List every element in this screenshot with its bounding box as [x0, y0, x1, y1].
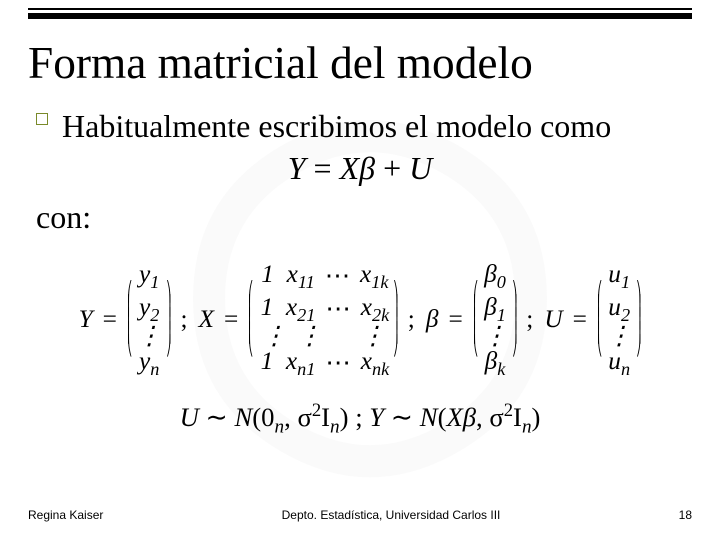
- bullet-square-icon: [36, 113, 48, 125]
- semicolon: ;: [407, 305, 418, 334]
- bullet-item: Habitualmente escribimos el modelo como: [36, 105, 692, 148]
- matrix-definitions: Y = ⎛⎜⎜⎜⎝ y1y2⋮yn ⎞⎟⎟⎟⎠ ; X = ⎛⎜⎜⎜⎝ 1x11…: [28, 258, 692, 381]
- rparen-icon: ⎞⎟⎟⎟⎠: [166, 258, 171, 381]
- matrix-row: ⋮⋮⋮: [262, 326, 386, 346]
- slide-footer: Regina Kaiser Depto. Estadística, Univer…: [28, 500, 692, 522]
- matrix-beta-label: β: [424, 305, 441, 334]
- equals-sign: =: [571, 305, 589, 334]
- matrix-row: ⋮: [137, 326, 162, 346]
- footer-dept: Depto. Estadística, Universidad Carlos I…: [103, 508, 678, 522]
- tilde-icon: ∼: [206, 402, 235, 432]
- bullet-text: Habitualmente escribimos el modelo como: [62, 105, 611, 148]
- footer-page-number: 18: [679, 508, 692, 522]
- con-label: con:: [36, 199, 692, 236]
- footer-author: Regina Kaiser: [28, 508, 103, 522]
- matrix-U: ⎛⎜⎜⎜⎝ u1u2⋮un ⎞⎟⎟⎟⎠: [595, 258, 644, 381]
- page-title: Forma matricial del modelo: [28, 37, 692, 89]
- matrix-row: ⋮: [607, 326, 632, 346]
- rparen-icon: ⎞⎟⎟⎟⎠: [393, 258, 398, 381]
- matrix-row: ⋮: [482, 326, 507, 346]
- matrix-X: ⎛⎜⎜⎜⎝ 1x11⋯x1k1x21⋯x2k⋮⋮⋮1xn1⋯xnk ⎞⎟⎟⎟⎠: [246, 258, 400, 381]
- eq-plus: +: [383, 150, 409, 186]
- eq-beta: β: [359, 150, 375, 186]
- dist-Y-sym: Y: [369, 402, 384, 432]
- eq-Y: Y: [288, 150, 306, 186]
- slide: Forma matricial del modelo Habitualmente…: [0, 0, 720, 540]
- matrix-row: un: [608, 347, 630, 380]
- matrix-row: 1x11⋯x1k: [259, 260, 389, 293]
- semicolon: ;: [355, 402, 369, 432]
- rparen-icon: ⎞⎟⎟⎟⎠: [636, 258, 641, 381]
- matrix-Y: ⎛⎜⎜⎜⎝ y1y2⋮yn ⎞⎟⎟⎟⎠: [125, 258, 174, 381]
- model-equation: Y = Xβ + U: [28, 150, 692, 187]
- lparen-icon: ⎛⎜⎜⎜⎝: [473, 258, 478, 381]
- matrix-Y-label: Y: [77, 305, 95, 334]
- eq-X: X: [340, 150, 360, 186]
- lparen-icon: ⎛⎜⎜⎜⎝: [248, 258, 253, 381]
- matrix-row: β0: [484, 260, 506, 293]
- dist-U-sym: U: [180, 402, 199, 432]
- dist-Y-N: N: [420, 402, 438, 432]
- matrix-X-label: X: [197, 305, 216, 334]
- semicolon: ;: [179, 305, 190, 334]
- rparen-icon: ⎞⎟⎟⎟⎠: [512, 258, 517, 381]
- dist-U-N: N: [235, 402, 253, 432]
- equals-sign: =: [222, 305, 240, 334]
- distribution-line: U ∼ N(0n, σ2In) ; Y ∼ N(Xβ, σ2In): [28, 400, 692, 438]
- matrix-row: 1xn1⋯xnk: [258, 347, 389, 380]
- tilde-icon: ∼: [391, 402, 420, 432]
- dist-Y-args: (Xβ, σ2In): [438, 402, 541, 432]
- matrix-U-label: U: [542, 305, 564, 334]
- lparen-icon: ⎛⎜⎜⎜⎝: [127, 258, 132, 381]
- semicolon: ;: [525, 305, 536, 334]
- eq-equals: =: [314, 150, 340, 186]
- matrix-row: u1: [608, 260, 630, 293]
- matrix-row: βk: [485, 347, 506, 380]
- matrix-row: yn: [139, 347, 159, 380]
- lparen-icon: ⎛⎜⎜⎜⎝: [597, 258, 602, 381]
- matrix-row: y1: [139, 260, 159, 293]
- matrix-beta: ⎛⎜⎜⎜⎝ β0β1⋮βk ⎞⎟⎟⎟⎠: [471, 258, 520, 381]
- equals-sign: =: [446, 305, 464, 334]
- dist-U-args: (0n, σ2In): [252, 402, 348, 432]
- equals-sign: =: [101, 305, 119, 334]
- title-rule: [28, 8, 692, 19]
- slide-body: Habitualmente escribimos el modelo como …: [28, 105, 692, 500]
- eq-U: U: [409, 150, 432, 186]
